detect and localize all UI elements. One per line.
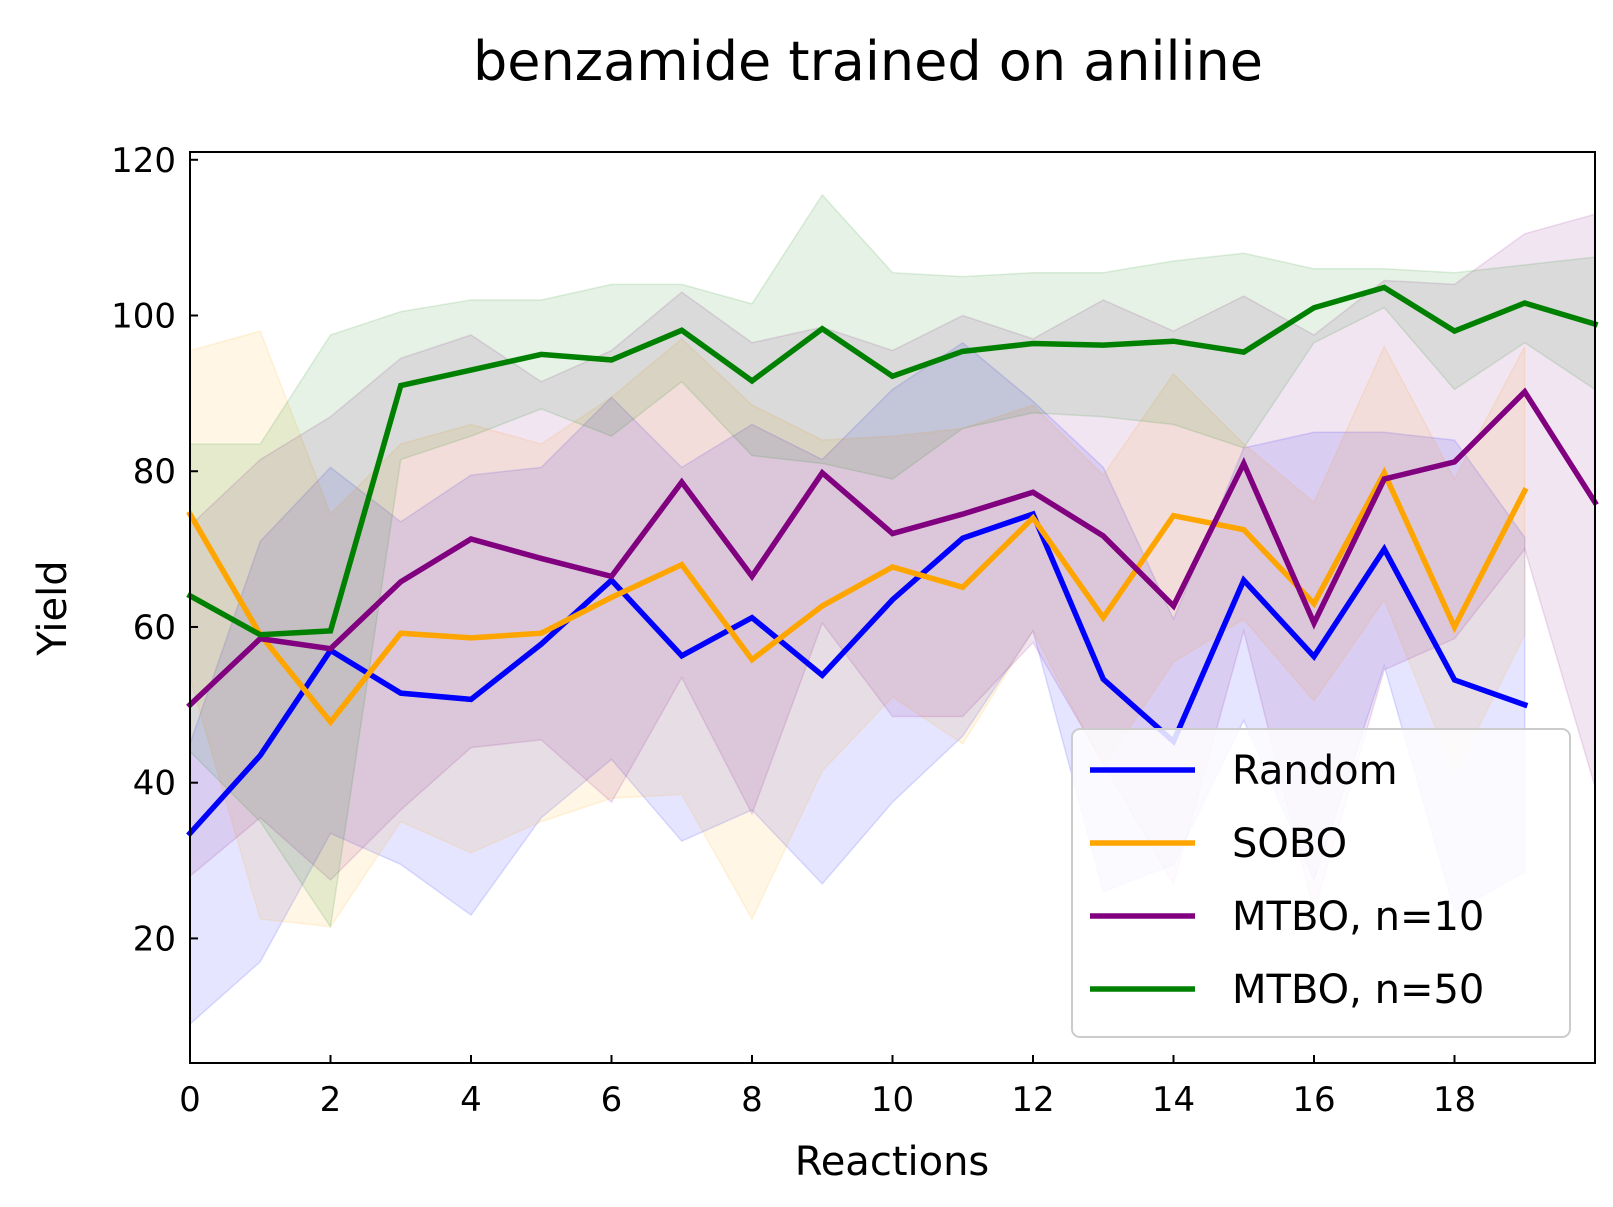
x-tick-label: 6: [601, 1080, 623, 1120]
y-axis-title: Yield: [30, 560, 76, 656]
x-axis-title: Reactions: [795, 1139, 990, 1185]
legend-label-0: Random: [1232, 748, 1398, 794]
x-axis: 0 2 4 6 8 10 12 14 16 18: [179, 1055, 1476, 1120]
x-tick-label: 18: [1433, 1080, 1476, 1120]
line-series-0: [186, 510, 1529, 838]
y-tick-label: 100: [111, 297, 176, 337]
x-tick-label: 8: [741, 1080, 763, 1120]
line-series-3: [186, 284, 1599, 638]
x-tick-label: 14: [1152, 1080, 1195, 1120]
y-tick-label: 60: [133, 608, 176, 648]
y-tick-label: 80: [133, 452, 176, 492]
legend: Random SOBO MTBO, n=10 MTBO, n=50: [1071, 728, 1571, 1038]
chart-title: benzamide trained on aniline: [473, 30, 1263, 93]
series-lines: [186, 284, 1599, 838]
x-tick-label: 2: [320, 1080, 342, 1120]
y-tick-label: 40: [133, 764, 176, 804]
line-series-2: [186, 387, 1599, 709]
x-tick-label: 4: [460, 1080, 482, 1120]
confidence-bands: [189, 193, 1596, 1026]
band-series-1: [189, 330, 1526, 928]
x-tick-label: 10: [871, 1080, 914, 1120]
legend-label-3: MTBO, n=50: [1232, 967, 1484, 1013]
x-tick-label: 0: [179, 1080, 201, 1120]
y-tick-label: 120: [111, 141, 176, 181]
y-axis: 20 40 60 80 100 120: [111, 141, 198, 959]
legend-box: [1071, 728, 1571, 1038]
x-tick-label: 16: [1292, 1080, 1335, 1120]
y-tick-label: 20: [133, 919, 176, 959]
legend-label-2: MTBO, n=10: [1232, 894, 1484, 940]
legend-label-1: SOBO: [1232, 821, 1347, 867]
x-tick-label: 12: [1011, 1080, 1054, 1120]
